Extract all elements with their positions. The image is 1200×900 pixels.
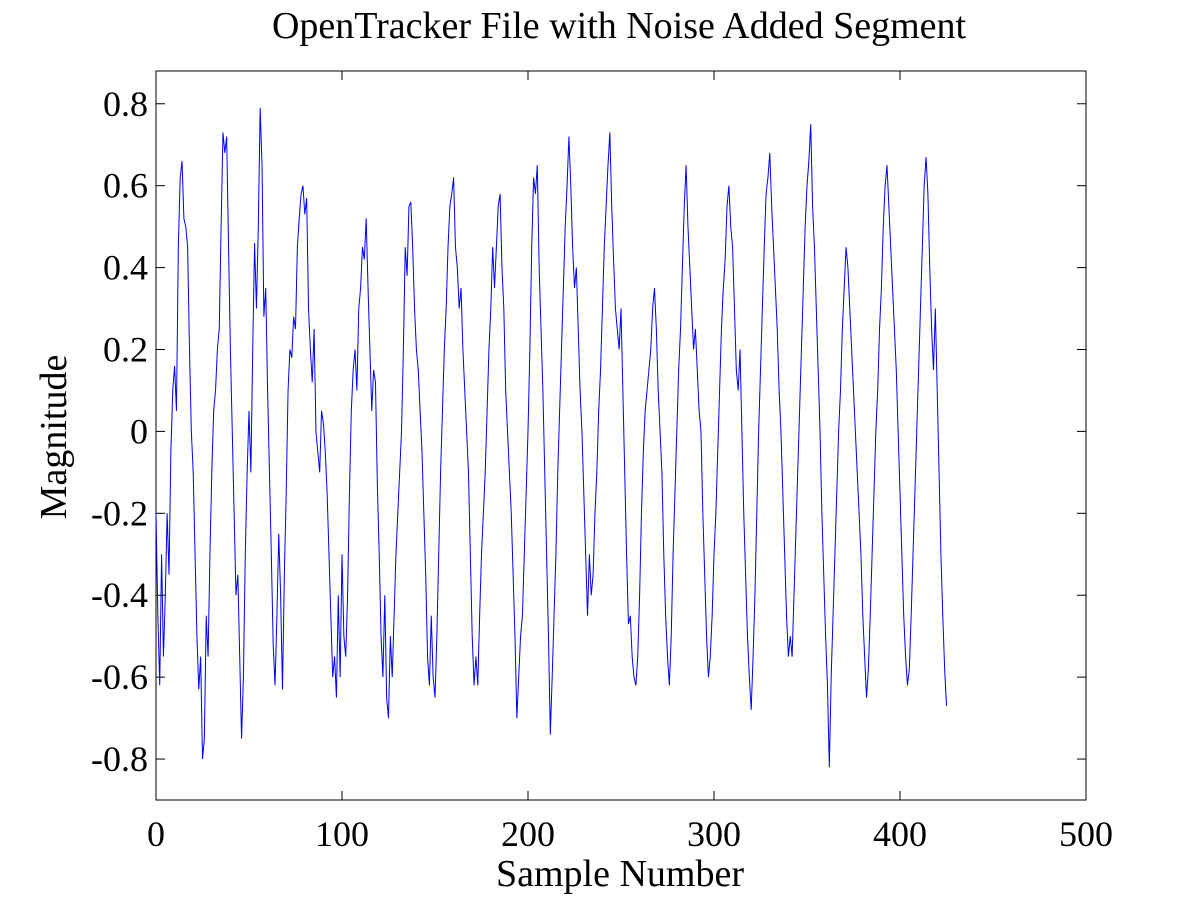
x-tick-label: 500	[1059, 814, 1113, 854]
x-tick-label: 0	[147, 814, 165, 854]
y-tick-label: 0	[130, 411, 148, 451]
x-tick-label: 200	[501, 814, 555, 854]
y-tick-label: 0.6	[103, 166, 148, 206]
x-axis-label: Sample Number	[496, 853, 744, 895]
x-tick-label: 100	[315, 814, 369, 854]
x-ticks: 0 100 200 300 400 500	[147, 71, 1113, 854]
x-tick-label: 300	[687, 814, 741, 854]
y-tick-label: 0.4	[103, 248, 148, 288]
y-tick-label: -0.2	[91, 493, 148, 533]
y-ticks: -0.8 -0.6 -0.4 -0.2 0 0.2 0.4 0.6 0.8	[91, 84, 1086, 779]
chart-title: OpenTracker File with Noise Added Segmen…	[272, 5, 967, 47]
y-tick-label: -0.6	[91, 657, 148, 697]
plot-frame	[155, 70, 1087, 801]
plot-area: 0 100 200 300 400 500 -0.8 -0.6 -0.4 -0.2 0 0.2 0.4…	[91, 70, 1113, 854]
y-tick-label: -0.4	[91, 575, 148, 615]
x-tick-label: 400	[873, 814, 927, 854]
y-axis-label: Magnitude	[33, 355, 75, 520]
y-tick-label: -0.8	[91, 739, 148, 779]
y-tick-label: 0.2	[103, 329, 148, 369]
series-line-0	[155, 107, 947, 768]
y-tick-label: 0.8	[103, 84, 148, 124]
